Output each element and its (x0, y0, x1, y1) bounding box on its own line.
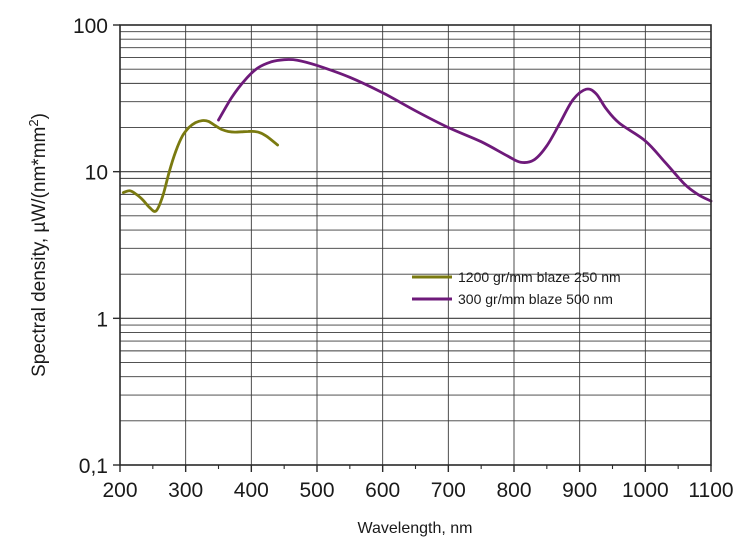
x-tick-label: 700 (431, 479, 466, 502)
legend-label-1200-gr-mm: 1200 gr/mm blaze 250 nm (458, 269, 621, 285)
series-line-1 (121, 119, 279, 213)
legend-label-300-gr-mm: 300 gr/mm blaze 500 nm (458, 291, 613, 307)
x-tick-label: 600 (365, 479, 400, 502)
series-line-2 (217, 58, 713, 203)
legend: 1200 gr/mm blaze 250 nm 300 gr/mm blaze … (412, 269, 621, 307)
x-tick-label: 200 (102, 479, 137, 502)
x-tick-label: 900 (562, 479, 597, 502)
y-tick-label: 10 (85, 162, 108, 185)
grid-layer (120, 25, 711, 465)
x-tick-label: 800 (496, 479, 531, 502)
x-axis-title: Wavelength, nm (357, 520, 472, 537)
x-tick-label: 1000 (622, 479, 669, 502)
series-layer (121, 58, 713, 213)
y-tick-label: 0,1 (79, 455, 108, 478)
x-tick-label: 1100 (688, 479, 733, 502)
x-tick-label: 300 (168, 479, 203, 502)
y-tick-label: 100 (73, 15, 108, 38)
y-tick-label: 1 (96, 308, 108, 331)
x-tick-label: 500 (299, 479, 334, 502)
y-axis-title: Spectral density, µW/(nm*mm2) (26, 113, 51, 377)
x-tick-label: 400 (234, 479, 269, 502)
tick-layer: 200 300 400 500 600 700 800 900 1000 1100 0,1 1 10 10… (73, 15, 734, 502)
